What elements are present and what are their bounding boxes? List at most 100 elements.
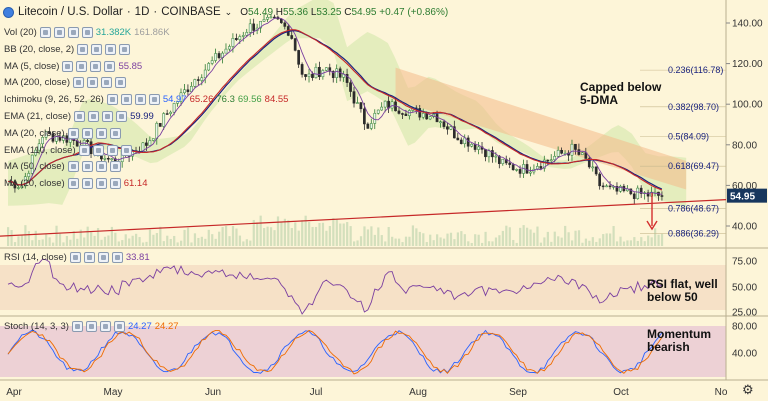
volume-bar [169,238,172,246]
source-icon[interactable] [90,60,102,72]
eye-icon[interactable] [106,94,118,106]
indicator-row[interactable]: MA (20, close) 61.14 [4,178,148,190]
volume-bar [311,226,314,246]
candle [318,66,321,78]
settings-icon[interactable] [88,111,100,122]
settings-icon[interactable] [81,178,93,190]
source-icon[interactable] [95,161,107,173]
eye-icon[interactable] [74,111,86,122]
interval[interactable]: 1D [134,6,150,18]
annotation-capped: Capped below 5-DMA [580,80,662,107]
volume-bar [58,233,62,246]
volume-bar [411,225,415,246]
settings-icon[interactable] [92,144,104,156]
volume-bar [321,222,325,246]
indicator-row[interactable]: BB (20, close, 2) [4,43,131,55]
volume-bar [353,241,356,246]
stoch-legend[interactable]: Stoch (14, 3, 3) 24.27 24.27 [4,321,179,332]
candle [235,38,238,40]
volume-bar [131,235,134,246]
settings-icon[interactable] [53,27,65,38]
candle [452,126,456,139]
candle [203,69,207,79]
candle [632,193,636,199]
volume-bar [27,231,30,246]
settings-icon[interactable] [120,94,132,106]
source-icon[interactable] [106,144,118,156]
settings-icon[interactable] [91,43,103,55]
annotation-momentum: Momentum bearish [647,327,711,354]
volume-bar [467,241,470,246]
indicator-row[interactable]: EMA (110, close) [4,144,132,156]
indicator-row[interactable]: MA (200, close) [4,77,126,89]
source-icon[interactable] [67,27,79,38]
eye-icon[interactable] [67,127,79,139]
candle [304,74,307,77]
more-icon[interactable] [104,60,116,72]
more-icon[interactable] [116,111,128,122]
volume-bar [539,242,543,246]
volume-bar [591,237,594,246]
source-icon[interactable] [134,94,146,106]
more-icon[interactable] [81,27,93,38]
eye-icon[interactable] [67,178,79,190]
symbol-name[interactable]: Litecoin / U.S. Dollar [18,6,123,18]
eye-icon[interactable] [73,77,84,89]
indicator-row[interactable]: MA (50, close) [4,161,121,173]
rsi-legend[interactable]: RSI (14, close) 33.81 [4,252,150,263]
volume-bar [588,240,591,246]
volume-bar [65,235,69,246]
candle [577,149,581,155]
more-icon[interactable] [109,127,121,139]
eye-icon[interactable] [67,161,79,173]
chevron-down-icon[interactable]: ⌄ [224,6,233,17]
indicator-row[interactable]: Ichimoku (9, 26, 52, 26) 54.97 65.26 76.3 69… [4,94,288,106]
settings-icon[interactable] [81,161,93,173]
candle [30,154,34,174]
source-icon[interactable] [95,127,107,139]
volume-bar [391,236,394,246]
candle [546,159,550,162]
source-icon[interactable] [95,178,107,190]
volume-bar [45,233,48,246]
eye-icon[interactable] [77,43,89,55]
source-icon[interactable] [102,111,114,122]
eye-icon[interactable] [62,60,74,72]
volume-bar [252,219,255,246]
fib-label: 0.236(116.78) [668,65,723,75]
candle [366,123,370,129]
indicator-row[interactable]: Vol (20) 31.382K 161.86K [4,27,170,38]
eye-icon[interactable] [78,144,90,156]
volume-bar [69,239,72,246]
volume-bar [13,242,17,246]
candle [369,123,373,129]
more-icon[interactable] [148,94,160,106]
more-icon[interactable] [120,144,132,156]
volume-bar [128,238,131,246]
candle [356,102,359,104]
indicator-value: 55.85 [118,60,143,72]
candle [245,32,249,36]
more-icon[interactable] [119,43,131,55]
volume-bar [408,236,411,246]
candle [373,113,377,124]
exchange: COINBASE [161,6,221,18]
candle [17,187,20,189]
more-icon[interactable] [109,178,121,190]
source-icon[interactable] [101,77,112,89]
source-icon[interactable] [105,43,117,55]
settings-icon[interactable] [81,127,93,139]
settings-icon[interactable] [87,77,98,89]
settings-icon[interactable] [76,60,88,72]
volume-bar [176,242,179,246]
indicator-row[interactable]: MA (20, close) [4,127,121,139]
more-icon[interactable] [115,77,126,89]
more-icon[interactable] [109,161,121,173]
volume-bar [422,233,425,246]
candle [594,166,598,175]
settings-gear-icon[interactable]: ⚙ [742,382,754,397]
indicator-row[interactable]: EMA (21, close) 59.99 [4,111,154,122]
indicator-row[interactable]: MA (5, close) 55.85 [4,60,143,72]
eye-icon[interactable] [39,27,51,38]
